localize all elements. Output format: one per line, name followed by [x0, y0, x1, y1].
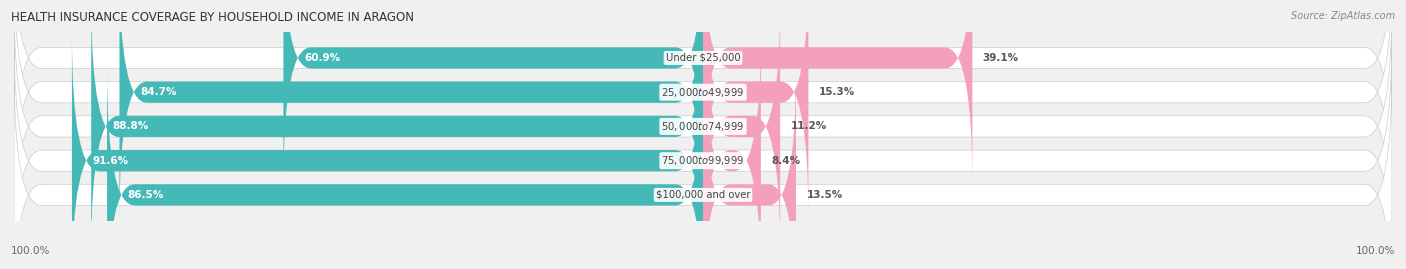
- Text: 13.5%: 13.5%: [807, 190, 842, 200]
- Text: 100.0%: 100.0%: [1355, 246, 1395, 256]
- Text: 88.8%: 88.8%: [112, 121, 148, 132]
- Text: Source: ZipAtlas.com: Source: ZipAtlas.com: [1291, 11, 1395, 21]
- FancyBboxPatch shape: [14, 0, 1392, 218]
- Text: 100.0%: 100.0%: [11, 246, 51, 256]
- FancyBboxPatch shape: [72, 34, 703, 269]
- Text: 91.6%: 91.6%: [93, 156, 129, 166]
- Text: 11.2%: 11.2%: [790, 121, 827, 132]
- Text: 8.4%: 8.4%: [772, 156, 800, 166]
- FancyBboxPatch shape: [14, 34, 1392, 269]
- Text: Under $25,000: Under $25,000: [665, 53, 741, 63]
- Text: 15.3%: 15.3%: [818, 87, 855, 97]
- Text: $50,000 to $74,999: $50,000 to $74,999: [661, 120, 745, 133]
- Text: HEALTH INSURANCE COVERAGE BY HOUSEHOLD INCOME IN ARAGON: HEALTH INSURANCE COVERAGE BY HOUSEHOLD I…: [11, 11, 415, 24]
- FancyBboxPatch shape: [91, 0, 703, 253]
- FancyBboxPatch shape: [703, 0, 973, 184]
- FancyBboxPatch shape: [703, 0, 780, 253]
- Text: $100,000 and over: $100,000 and over: [655, 190, 751, 200]
- FancyBboxPatch shape: [703, 69, 796, 269]
- FancyBboxPatch shape: [14, 0, 1392, 253]
- Text: $25,000 to $49,999: $25,000 to $49,999: [661, 86, 745, 99]
- FancyBboxPatch shape: [14, 0, 1392, 184]
- FancyBboxPatch shape: [284, 0, 703, 184]
- FancyBboxPatch shape: [14, 69, 1392, 269]
- FancyBboxPatch shape: [120, 0, 703, 218]
- FancyBboxPatch shape: [703, 34, 761, 269]
- FancyBboxPatch shape: [107, 69, 703, 269]
- Text: 84.7%: 84.7%: [141, 87, 177, 97]
- Text: 39.1%: 39.1%: [983, 53, 1019, 63]
- Text: $75,000 to $99,999: $75,000 to $99,999: [661, 154, 745, 167]
- FancyBboxPatch shape: [703, 0, 808, 218]
- Text: 60.9%: 60.9%: [304, 53, 340, 63]
- Text: 86.5%: 86.5%: [128, 190, 165, 200]
